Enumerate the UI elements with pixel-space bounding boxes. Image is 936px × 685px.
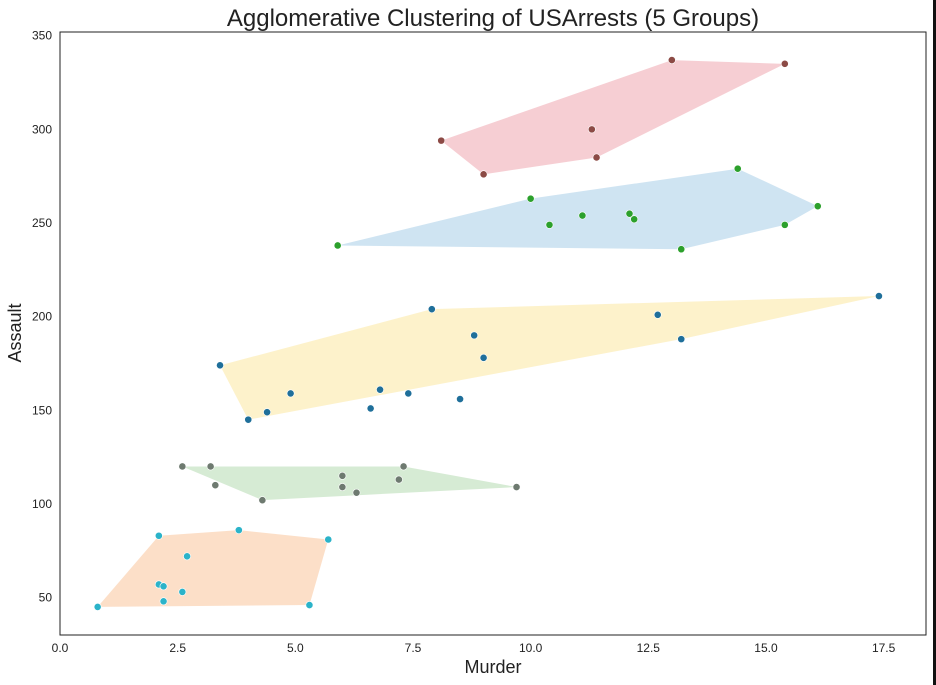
data-point-g1-5: [667, 56, 676, 64]
data-point-g3-5: [366, 404, 375, 413]
data-point-g4-1: [178, 462, 187, 471]
data-point-g5-5: [159, 597, 168, 606]
y-tick-label: 50: [39, 591, 53, 605]
data-point-g3-8: [427, 305, 436, 314]
data-point-g4-3: [211, 481, 220, 490]
plot-frame: [59, 31, 927, 636]
x-tick-label: 5.0: [287, 641, 304, 655]
x-axis-ticks: 0.0 2.5 5.0 7.5 10.0 12.5 15.0 17.5: [52, 641, 896, 655]
data-point-g5-2: [154, 531, 163, 540]
data-point-g2-5: [625, 209, 634, 218]
cluster-hull-2: [337, 168, 818, 250]
data-point-g2-4: [578, 211, 587, 220]
data-point-g1-6: [780, 59, 789, 68]
cluster-hull-4: [182, 466, 517, 501]
data-point-g2-9: [780, 220, 789, 229]
data-point-g1-4: [592, 153, 601, 162]
data-point-g2-3: [545, 220, 554, 229]
y-tick-label: 300: [32, 122, 52, 136]
data-point-g3-1: [216, 361, 224, 370]
data-point-g3-13: [677, 335, 686, 344]
data-point-g2-8: [733, 164, 742, 173]
data-point-g3-12: [653, 310, 662, 319]
x-tick-label: 0.0: [52, 641, 69, 655]
data-point-g3-7: [404, 389, 413, 398]
y-tick-label: 350: [32, 29, 52, 43]
data-point-g4-6: [338, 483, 347, 491]
window-edge: [933, 0, 936, 685]
data-point-g2-6: [630, 215, 639, 224]
data-point-g3-11: [479, 353, 488, 362]
data-point-g4-7: [352, 488, 361, 497]
x-tick-label: 17.5: [872, 641, 896, 655]
cluster-hull-1: [441, 60, 785, 175]
x-tick-label: 10.0: [519, 641, 543, 655]
data-point-g3-10: [470, 331, 479, 340]
data-point-g5-1: [93, 603, 102, 611]
cluster-hull-5: [97, 530, 329, 607]
data-point-g1-1: [437, 136, 446, 145]
y-axis-label: Assault: [5, 303, 25, 362]
data-point-g1-3: [587, 125, 596, 134]
data-point-g5-7: [183, 552, 191, 561]
data-point-g1-2: [479, 170, 488, 179]
x-tick-label: 7.5: [405, 641, 422, 655]
x-tick-label: 15.0: [754, 641, 778, 655]
data-point-g4-5: [338, 471, 347, 480]
data-point-g3-6: [376, 385, 384, 394]
data-point-g4-10: [512, 483, 521, 491]
cluster-hull-3: [220, 296, 879, 420]
x-tick-label: 12.5: [637, 641, 661, 655]
data-point-g3-14: [875, 292, 883, 300]
data-point-g4-9: [399, 462, 408, 471]
data-point-g3-3: [263, 408, 271, 417]
data-point-g3-4: [286, 389, 295, 398]
data-point-g5-10: [324, 535, 333, 544]
cluster-points: [93, 56, 883, 611]
data-point-g2-10: [813, 202, 822, 211]
data-point-g5-6: [178, 588, 187, 596]
data-point-g5-4: [159, 582, 168, 591]
data-point-g2-2: [526, 194, 535, 203]
y-tick-label: 150: [32, 403, 52, 417]
data-point-g4-2: [206, 462, 215, 471]
data-point-g3-2: [244, 415, 253, 424]
y-tick-label: 200: [32, 310, 52, 324]
cluster-hulls: [97, 60, 879, 607]
data-point-g2-7: [677, 245, 686, 254]
chart-title: Agglomerative Clustering of USArrests (5…: [227, 5, 759, 32]
y-axis-ticks: 50 100 150 200 250 300 350: [32, 29, 52, 605]
x-axis-label: Murder: [464, 657, 521, 677]
data-point-g3-9: [456, 395, 464, 403]
data-point-g4-8: [394, 475, 403, 484]
data-point-g2-1: [333, 241, 342, 250]
y-tick-label: 100: [32, 497, 52, 511]
y-tick-label: 250: [32, 216, 52, 230]
data-point-g4-4: [258, 496, 267, 505]
x-tick-label: 2.5: [169, 641, 186, 655]
data-point-g5-9: [305, 601, 314, 609]
data-point-g5-8: [234, 526, 243, 535]
